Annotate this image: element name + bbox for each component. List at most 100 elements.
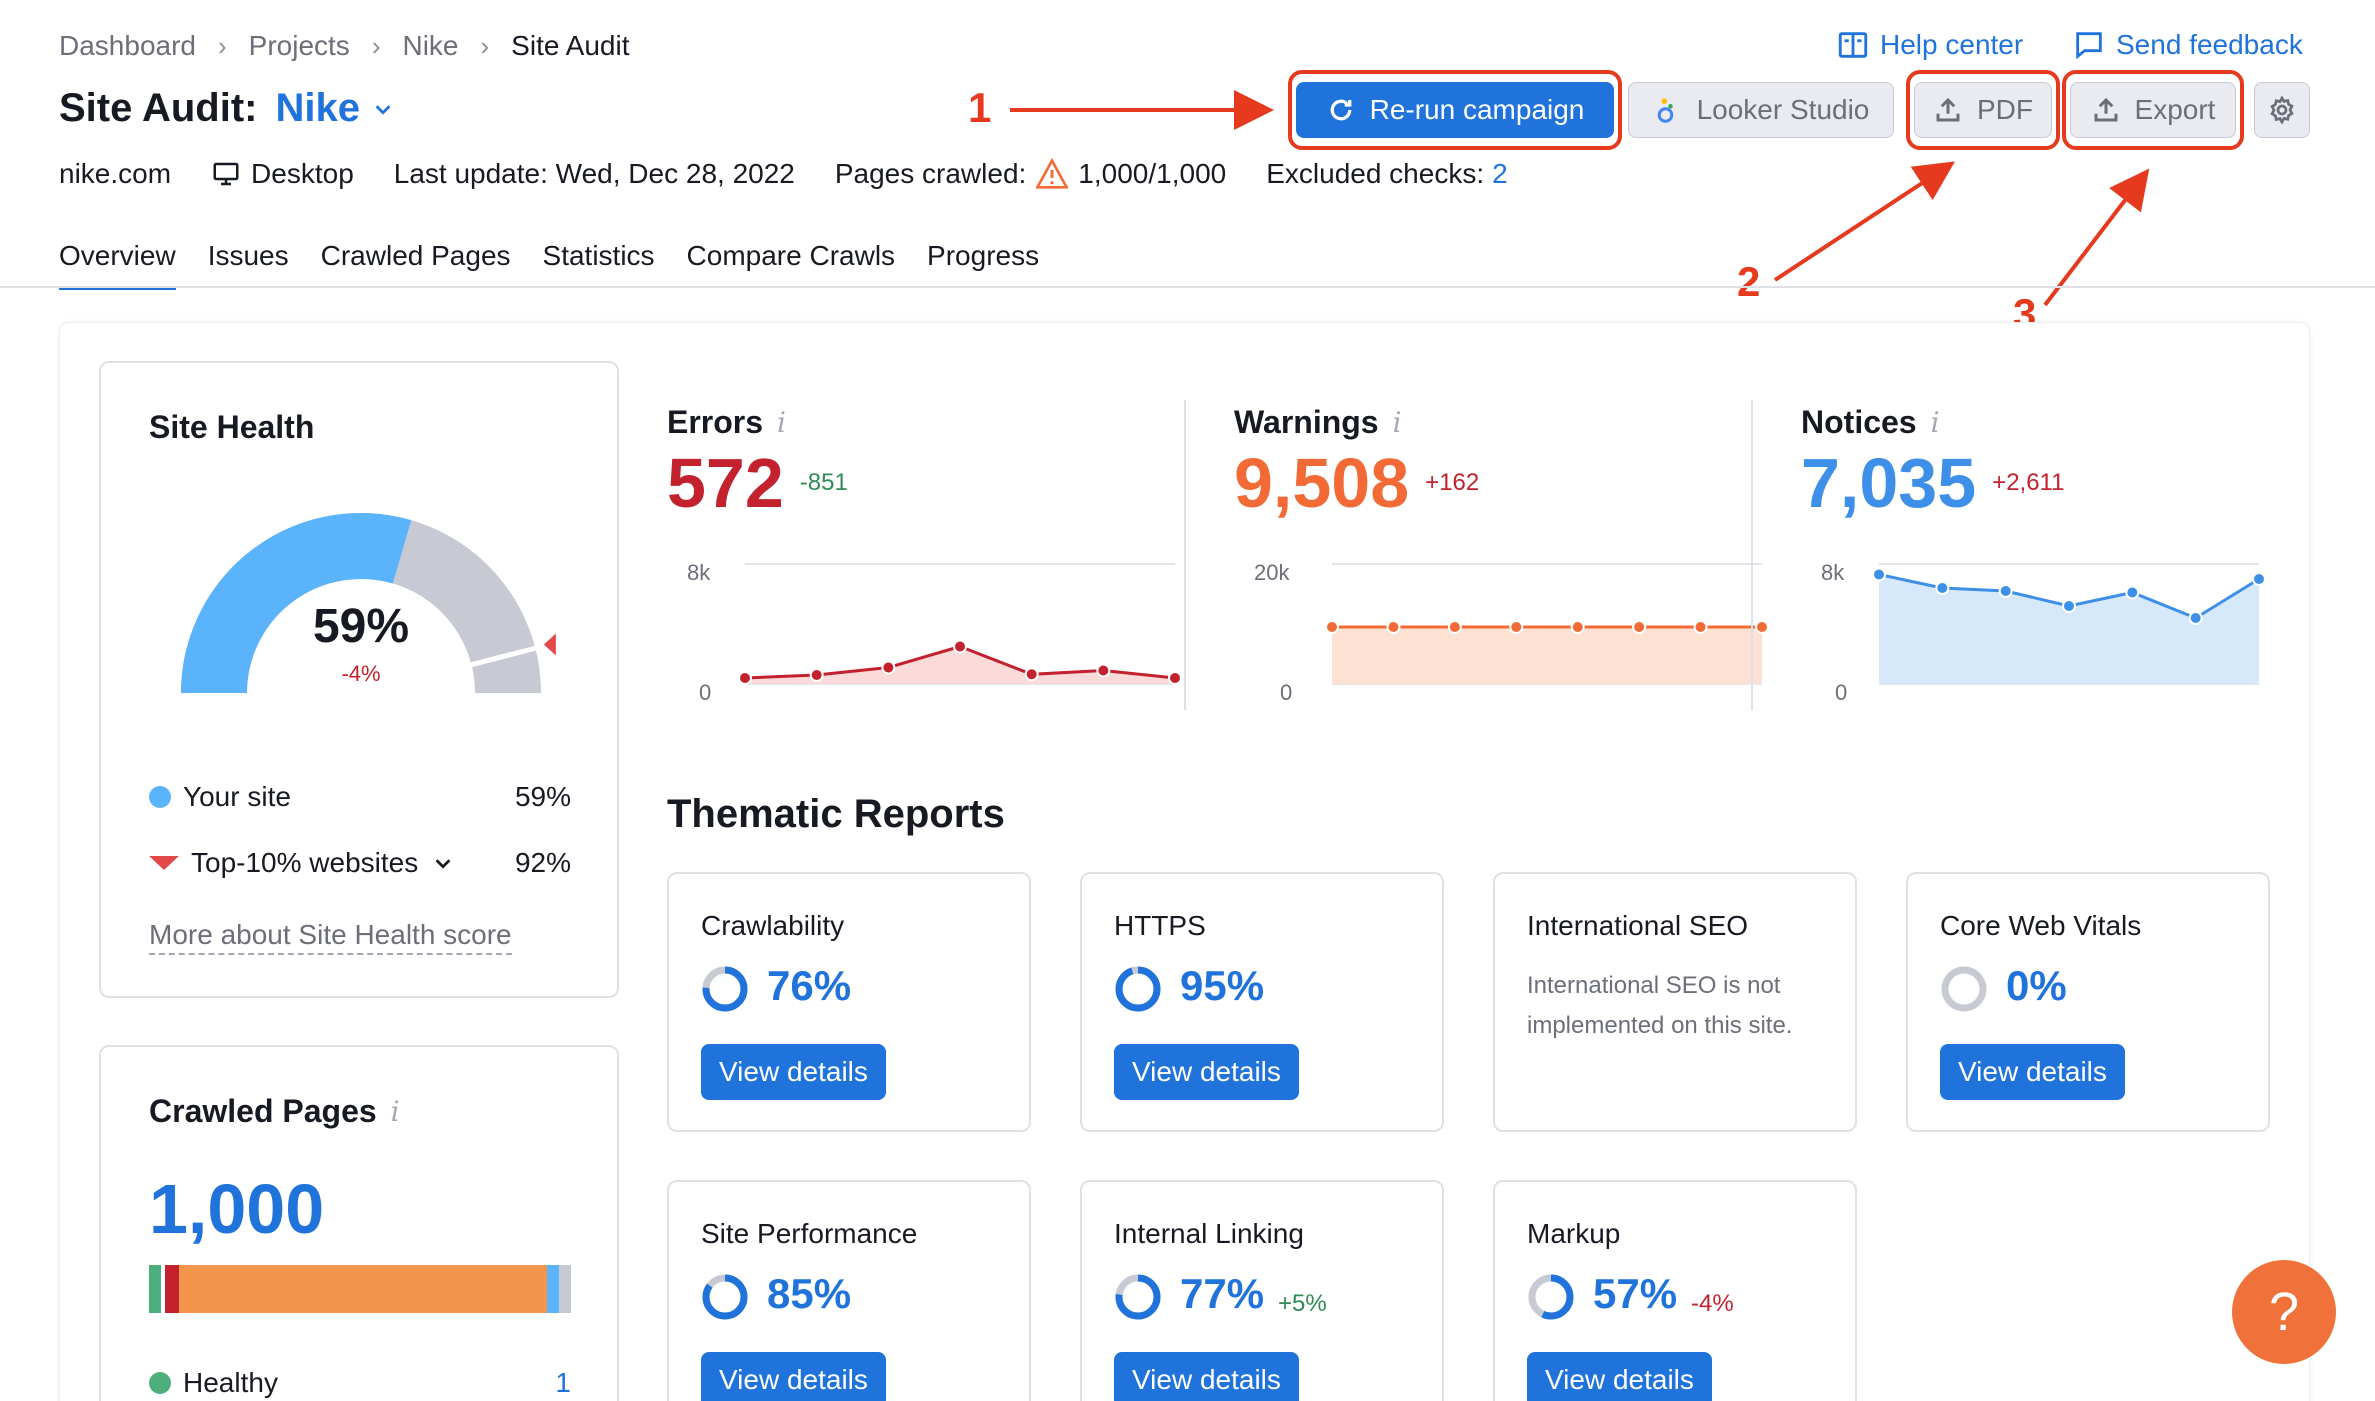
view-details-button[interactable]: View details — [701, 1044, 886, 1100]
stat-divider — [1751, 400, 1753, 710]
bar-segment-have-issues[interactable] — [179, 1265, 547, 1313]
settings-button[interactable] — [2254, 82, 2310, 138]
audit-meta: nike.com Desktop Last update: Wed, Dec 2… — [59, 158, 1548, 190]
sparkline-area — [1879, 574, 2259, 684]
report-name: International SEO — [1527, 910, 1749, 941]
legend-top10[interactable]: Top-10% websites 92% — [149, 847, 571, 879]
breadcrumb-dashboard[interactable]: Dashboard — [59, 30, 196, 61]
report-card-core-web-vitals: Core Web Vitals 0% View details — [1906, 872, 2270, 1132]
export-button[interactable]: Export — [2070, 82, 2236, 138]
sparkline-area — [745, 646, 1175, 684]
chevron-right-icon: › — [480, 30, 490, 61]
sparkline-point — [1935, 581, 1950, 595]
domain: nike.com — [59, 158, 172, 189]
chevron-down-icon[interactable] — [432, 852, 454, 874]
send-feedback-label: Send feedback — [2116, 29, 2303, 60]
view-details-button[interactable]: View details — [1527, 1352, 1712, 1401]
view-details-button[interactable]: View details — [1940, 1044, 2125, 1100]
chevron-down-icon[interactable] — [372, 98, 394, 120]
notices-ymax-label: 8k — [1821, 560, 1845, 585]
warnings-stat: Warnings i 9,508 +162 20k 0 — [1234, 404, 1769, 724]
breadcrumb: Dashboard › Projects › Nike › Site Audit — [59, 30, 629, 62]
view-details-button[interactable]: View details — [1114, 1352, 1299, 1401]
report-name: Core Web Vitals — [1940, 910, 2142, 941]
comment-icon — [2076, 32, 2102, 60]
info-icon[interactable]: i — [1392, 406, 1402, 439]
report-name: HTTPS — [1114, 910, 1206, 941]
sparkline-point — [1632, 620, 1647, 634]
warnings-value[interactable]: 9,508 — [1234, 444, 1410, 522]
report-card-international-seo: International SEO International SEO is n… — [1493, 872, 1857, 1132]
bar-segment-redirected[interactable] — [547, 1265, 559, 1313]
breadcrumb-site-audit: Site Audit — [511, 30, 630, 61]
excluded-checks-link[interactable]: 2 — [1492, 158, 1508, 189]
tab-progress[interactable]: Progress — [927, 240, 1040, 271]
notices-ymin-label: 0 — [1835, 680, 1848, 705]
report-card-https: HTTPS 95% View details — [1080, 872, 1444, 1132]
notices-delta: +2,611 — [1992, 469, 2065, 496]
sparkline-point — [1447, 620, 1462, 634]
annotation-highlight-export — [2062, 70, 2244, 150]
view-details-button[interactable]: View details — [1114, 1044, 1299, 1100]
notices-sparkline[interactable] — [1871, 554, 2271, 704]
report-score: 76% — [767, 962, 852, 1009]
warnings-delta: +162 — [1425, 469, 1480, 496]
site-health-delta: -4% — [341, 661, 381, 686]
tab-statistics[interactable]: Statistics — [542, 240, 655, 271]
bar-segment-healthy[interactable] — [149, 1265, 161, 1313]
tab-crawled-pages[interactable]: Crawled Pages — [320, 240, 511, 271]
sparkline-point — [1693, 620, 1708, 634]
report-score: 57% — [1593, 1270, 1678, 1317]
info-icon[interactable]: i — [777, 406, 787, 439]
tab-issues[interactable]: Issues — [207, 240, 289, 271]
notices-stat: Notices i 7,035 +2,611 8k 0 — [1801, 404, 2271, 724]
report-card-markup: Markup 57% -4% View details — [1493, 1180, 1857, 1401]
warnings-sparkline[interactable] — [1324, 554, 1774, 704]
help-button[interactable]: ? — [2232, 1260, 2336, 1364]
blue-dot-icon — [149, 786, 171, 808]
desktop-icon — [213, 162, 239, 186]
sparkline-point — [1168, 671, 1182, 685]
more-about-site-health-link[interactable]: More about Site Health score — [149, 919, 512, 955]
info-icon[interactable]: i — [390, 1095, 400, 1128]
device: Desktop — [211, 158, 354, 190]
rerun-campaign-button[interactable]: Re-run campaign — [1296, 82, 1614, 138]
project-selector[interactable]: Nike — [275, 86, 361, 130]
bar-segment-blocked[interactable] — [559, 1265, 571, 1313]
upload-icon — [1936, 97, 1960, 122]
report-score: 85% — [767, 1270, 852, 1317]
triangle-down-icon — [149, 856, 179, 870]
gear-icon — [2270, 95, 2294, 125]
crawled-pages-title: Crawled Pages i — [149, 1093, 400, 1129]
errors-sparkline[interactable] — [737, 554, 1187, 704]
breadcrumb-projects[interactable]: Projects — [248, 30, 350, 61]
sparkline-point — [1755, 620, 1769, 634]
looker-studio-button[interactable]: Looker Studio — [1628, 82, 1894, 138]
sparkline-point — [809, 668, 824, 682]
bar-segment-broken[interactable] — [165, 1265, 179, 1313]
crawled-pages-bar — [149, 1265, 571, 1313]
view-details-button[interactable]: View details — [701, 1352, 886, 1401]
report-delta: -4% — [1691, 1290, 1734, 1317]
annotation-arrows — [1010, 90, 2150, 307]
pdf-button[interactable]: PDF — [1914, 82, 2052, 138]
errors-value[interactable]: 572 — [667, 444, 784, 522]
send-feedback-link[interactable]: Send feedback — [2072, 28, 2303, 62]
sparkline-point — [2125, 585, 2140, 600]
sparkline-point — [2188, 611, 2203, 625]
info-icon[interactable]: i — [1930, 406, 1940, 439]
errors-ymax-label: 8k — [687, 560, 711, 585]
sparkline-point — [953, 639, 967, 654]
sparkline-point — [881, 660, 896, 675]
help-center-link[interactable]: Help center — [1836, 28, 2023, 62]
tab-compare-crawls[interactable]: Compare Crawls — [686, 240, 896, 271]
excluded-checks: Excluded checks: 2 — [1266, 158, 1508, 189]
healthy-count-link[interactable]: 1 — [555, 1367, 571, 1398]
sparkline-point — [1570, 620, 1585, 634]
notices-value[interactable]: 7,035 — [1801, 444, 1977, 522]
tab-overview[interactable]: Overview — [59, 240, 176, 290]
breadcrumb-nike[interactable]: Nike — [402, 30, 459, 61]
annotation-1: 1 — [968, 84, 992, 131]
report-card-crawlability: Crawlability 76% View details — [667, 872, 1031, 1132]
last-update: Last update: Wed, Dec 28, 2022 — [393, 158, 795, 189]
